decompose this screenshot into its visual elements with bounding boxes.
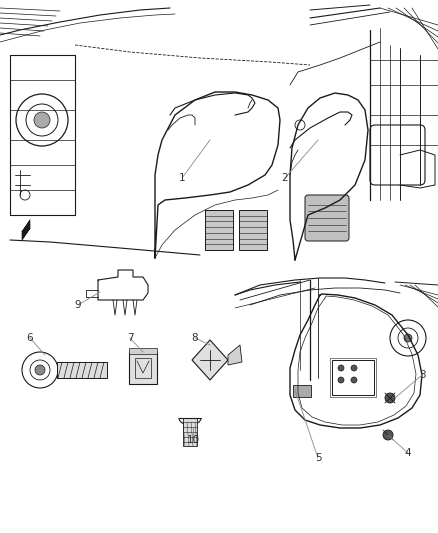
Circle shape <box>35 365 45 375</box>
FancyBboxPatch shape <box>305 195 349 241</box>
Text: 8: 8 <box>192 333 198 343</box>
Text: 3: 3 <box>419 370 425 380</box>
Bar <box>129 352 157 384</box>
Text: 2: 2 <box>282 173 288 183</box>
Polygon shape <box>228 345 242 365</box>
Bar <box>332 360 374 395</box>
Text: 1: 1 <box>179 173 185 183</box>
Text: 6: 6 <box>27 333 33 343</box>
Circle shape <box>34 112 50 128</box>
Bar <box>239 210 267 250</box>
Bar <box>135 358 151 378</box>
Bar <box>293 385 311 397</box>
Text: 9: 9 <box>75 300 81 310</box>
Bar <box>183 418 197 446</box>
Circle shape <box>338 365 344 371</box>
Circle shape <box>385 393 395 403</box>
Text: 7: 7 <box>127 333 133 343</box>
Circle shape <box>338 377 344 383</box>
Bar <box>129 348 157 354</box>
Circle shape <box>383 430 393 440</box>
Text: 10: 10 <box>187 435 200 445</box>
Text: 4: 4 <box>405 448 411 458</box>
Circle shape <box>404 334 412 342</box>
Bar <box>330 358 376 397</box>
Bar <box>205 210 233 250</box>
Circle shape <box>351 365 357 371</box>
Circle shape <box>351 377 357 383</box>
Text: 5: 5 <box>314 453 321 463</box>
Polygon shape <box>192 340 228 380</box>
Bar <box>57 362 107 378</box>
